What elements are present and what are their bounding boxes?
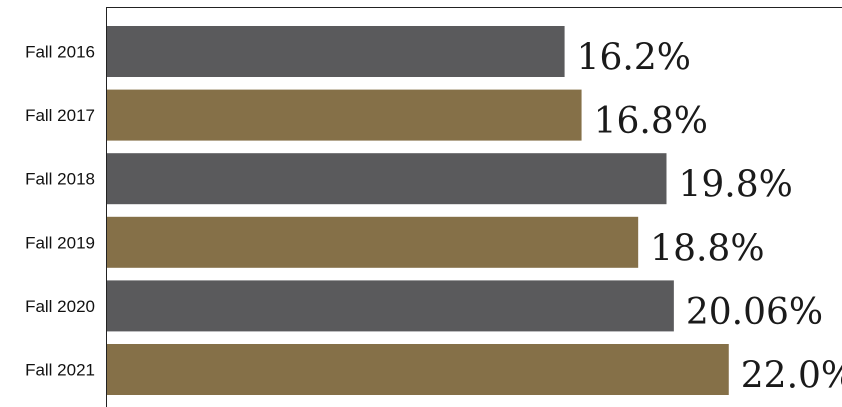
category-label: Fall 2017 [25, 106, 95, 125]
category-label: Fall 2021 [25, 361, 95, 380]
value-label: 18.8% [650, 228, 764, 269]
bar [106, 153, 667, 205]
category-label: Fall 2020 [25, 297, 95, 316]
bar [106, 280, 674, 332]
bar [106, 26, 565, 77]
bar [106, 216, 639, 268]
category-label: Fall 2018 [25, 170, 95, 189]
bars [106, 26, 729, 395]
bar [106, 344, 729, 395]
category-label: Fall 2019 [25, 233, 95, 252]
value-label: 22.0% [741, 356, 842, 397]
labels: Fall 2016 16.2% Fall 2017 16.8% Fall 2018 19.… [25, 38, 842, 397]
bar [106, 89, 582, 141]
value-label: 16.2% [577, 38, 691, 79]
value-label: 19.8% [678, 165, 792, 206]
value-label: 20.06% [686, 292, 823, 333]
value-label: 16.8% [594, 101, 708, 142]
category-label: Fall 2016 [25, 43, 95, 62]
